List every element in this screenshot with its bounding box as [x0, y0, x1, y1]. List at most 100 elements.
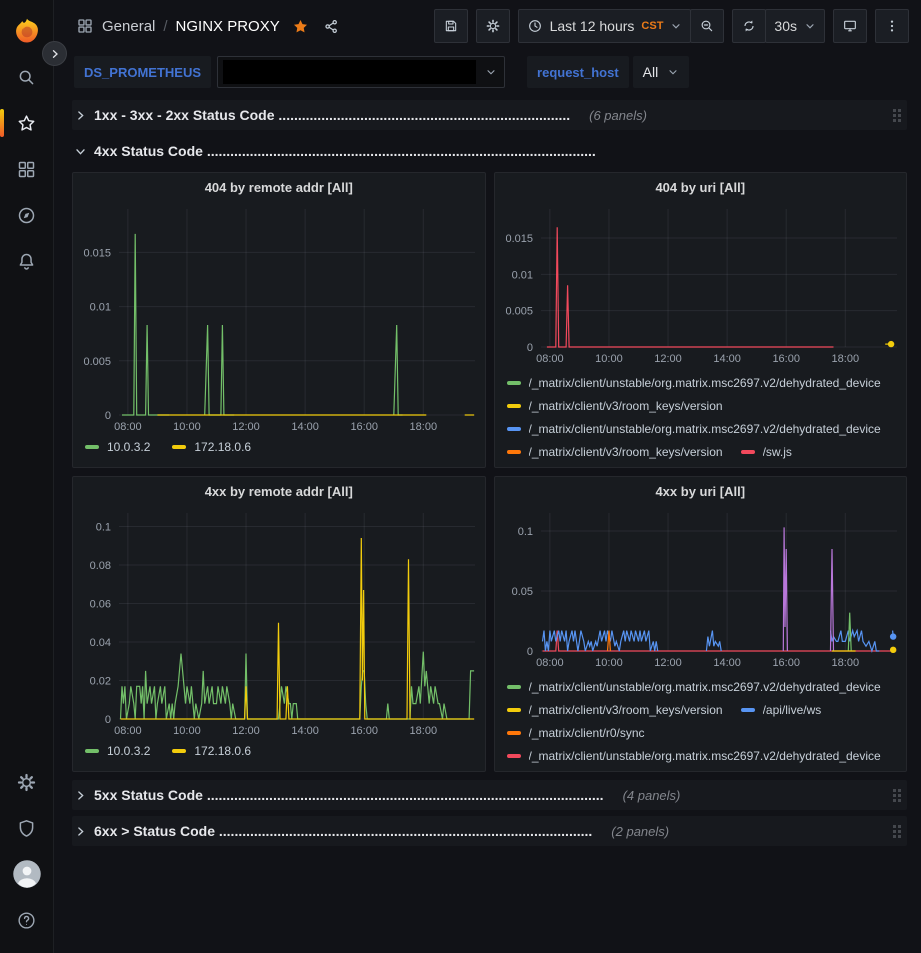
panel-title[interactable]: 404 by uri [All] — [655, 179, 746, 195]
panel-4xx-by-remote-addr: 4xx by remote addr [All] 08:00 10:00 12:00… — [72, 476, 486, 772]
dashboard-row-5xx[interactable]: 5xx Status Code ........................… — [72, 780, 907, 810]
refresh-interval-picker[interactable]: 30s — [765, 9, 825, 43]
time-picker-group: Last 12 hours CST — [517, 9, 725, 43]
timeseries-plot[interactable]: 08:00 10:00 12:00 14:00 16:00 18:00 0 0.005 0.01… — [495, 201, 907, 367]
kiosk-mode-button[interactable] — [833, 9, 867, 43]
timeseries-plot[interactable]: 08:00 10:00 12:00 14:00 16:00 18:00 0 0.005 0.01… — [73, 201, 485, 435]
svg-text:12:00: 12:00 — [654, 353, 682, 365]
legend-item[interactable]: 172.18.0.6 — [172, 436, 251, 459]
svg-text:08:00: 08:00 — [114, 725, 142, 737]
legend-item[interactable]: 10.0.3.2 — [85, 436, 150, 459]
timezone-badge: CST — [641, 20, 664, 32]
dashboard-row-6xx[interactable]: 6xx > Status Code ......................… — [72, 816, 907, 846]
legend-label: /_matrix/client/v3/room_keys/version — [528, 702, 723, 717]
legend-item[interactable]: /_matrix/client/unstable/org.matrix.msc2… — [506, 675, 897, 698]
legend-item[interactable]: /_matrix/client/v3/room_keys/version — [506, 440, 723, 461]
sidebar-item-configuration[interactable] — [7, 759, 47, 805]
sidebar-item-profile[interactable] — [7, 851, 47, 897]
refresh-group: 30s — [732, 9, 825, 43]
row-title: 1xx - 3xx - 2xx Status Code ............… — [94, 107, 571, 123]
legend-swatch — [506, 684, 521, 689]
save-dashboard-button[interactable] — [433, 9, 468, 43]
drag-handle-icon[interactable] — [893, 108, 901, 122]
dashboard-title[interactable]: NGINX PROXY — [175, 17, 280, 35]
sidebar-item-server-admin[interactable] — [7, 805, 47, 851]
legend-item[interactable]: 172.18.0.6 — [172, 740, 251, 763]
sidebar-expand-button[interactable] — [42, 41, 67, 66]
dashboard-row-1xx-3xx-2xx[interactable]: 1xx - 3xx - 2xx Status Code ............… — [72, 100, 907, 130]
legend-item[interactable]: /_matrix/client/r0/sync — [506, 721, 897, 744]
dashboard-settings-button[interactable] — [475, 9, 510, 43]
dashboards-grid-icon — [18, 161, 35, 177]
legend-item[interactable]: /api/live/ws — [740, 698, 821, 721]
chevron-right-icon — [74, 825, 87, 838]
time-range-picker[interactable]: Last 12 hours CST — [517, 9, 692, 43]
legend-item[interactable]: /_matrix/client/unstable/org.matrix.msc2… — [506, 417, 897, 440]
chevron-down-icon — [804, 20, 816, 32]
timeseries-plot[interactable]: 08:00 10:00 12:00 14:00 16:00 18:00 0 0.05 0.1 — [495, 505, 907, 671]
svg-text:18:00: 18:00 — [410, 725, 438, 737]
svg-text:0.1: 0.1 — [517, 526, 532, 538]
monitor-icon — [844, 20, 856, 32]
panel-title[interactable]: 4xx by remote addr [All] — [204, 483, 353, 499]
sidebar-item-dashboards[interactable] — [7, 146, 47, 192]
drag-handle-icon[interactable] — [893, 824, 901, 838]
panel-legend: 10.0.3.2 172.18.0.6 — [73, 435, 485, 461]
shield-icon — [19, 819, 34, 837]
legend-swatch — [506, 380, 521, 385]
legend-item[interactable]: /_matrix/client/unstable/org.matrix.msc2… — [506, 371, 897, 394]
more-options-button[interactable] — [875, 9, 909, 43]
zoom-out-time-button[interactable] — [690, 9, 725, 43]
datasource-select[interactable] — [217, 56, 506, 88]
timeseries-plot[interactable]: 08:00 10:00 12:00 14:00 16:00 18:00 0 0.02 0.04 0… — [73, 505, 485, 739]
legend-item[interactable]: /sw.js — [740, 440, 792, 461]
panel-title[interactable]: 404 by remote addr [All] — [204, 179, 353, 195]
legend-swatch — [172, 749, 187, 753]
svg-text:14:00: 14:00 — [713, 657, 741, 669]
sidebar-item-alerting[interactable] — [7, 238, 47, 284]
chevron-right-icon — [74, 109, 87, 122]
refresh-button[interactable] — [732, 9, 767, 43]
svg-text:10:00: 10:00 — [173, 421, 201, 433]
legend-item[interactable]: /_matrix/client/unstable/org.matrix.msc2… — [506, 744, 897, 765]
legend-swatch — [506, 707, 521, 712]
legend-label: 172.18.0.6 — [194, 440, 252, 454]
sidebar-item-search[interactable] — [7, 54, 47, 100]
panel-title[interactable]: 4xx by uri [All] — [655, 483, 746, 499]
row-title: 4xx Status Code ........................… — [94, 143, 596, 159]
legend-swatch — [85, 749, 99, 753]
svg-text:0.06: 0.06 — [90, 598, 111, 610]
zoom-out-icon — [701, 20, 713, 32]
legend-label: /_matrix/client/r0/sync — [528, 725, 645, 740]
breadcrumb-folder[interactable]: General — [102, 17, 156, 35]
legend-item[interactable]: /_matrix/client/v3/room_keys/version — [506, 394, 897, 417]
legend-item[interactable]: /_matrix/client/v3/room_keys/version — [506, 698, 723, 721]
legend-label: /sw.js — [762, 444, 792, 459]
legend-label: 10.0.3.2 — [107, 440, 151, 454]
share-icon[interactable] — [323, 18, 340, 35]
dashboard-row-4xx[interactable]: 4xx Status Code ........................… — [72, 136, 907, 166]
svg-text:16:00: 16:00 — [772, 657, 800, 669]
legend-swatch — [506, 449, 521, 454]
sidebar-item-explore[interactable] — [7, 192, 47, 238]
drag-handle-icon[interactable] — [893, 788, 901, 802]
kebab-menu-icon — [890, 20, 894, 32]
favorite-star-icon[interactable] — [292, 18, 309, 35]
sidebar-item-starred[interactable] — [0, 100, 47, 146]
row-panel-count: (4 panels) — [622, 787, 681, 803]
legend-item[interactable]: 10.0.3.2 — [85, 740, 150, 763]
request-host-select[interactable]: All — [632, 56, 690, 88]
grafana-logo[interactable] — [7, 8, 47, 54]
svg-text:0: 0 — [105, 714, 111, 726]
sidebar-item-help[interactable] — [7, 897, 47, 943]
chevron-down-icon — [485, 66, 497, 78]
compass-icon — [18, 207, 35, 223]
chevron-right-icon — [74, 789, 87, 802]
clock-icon — [528, 20, 541, 32]
search-icon — [19, 70, 34, 84]
legend-swatch — [506, 730, 521, 735]
svg-text:10:00: 10:00 — [173, 725, 201, 737]
svg-text:08:00: 08:00 — [536, 657, 564, 669]
panel-legend: 10.0.3.2 172.18.0.6 — [73, 739, 485, 765]
svg-text:14:00: 14:00 — [291, 725, 319, 737]
